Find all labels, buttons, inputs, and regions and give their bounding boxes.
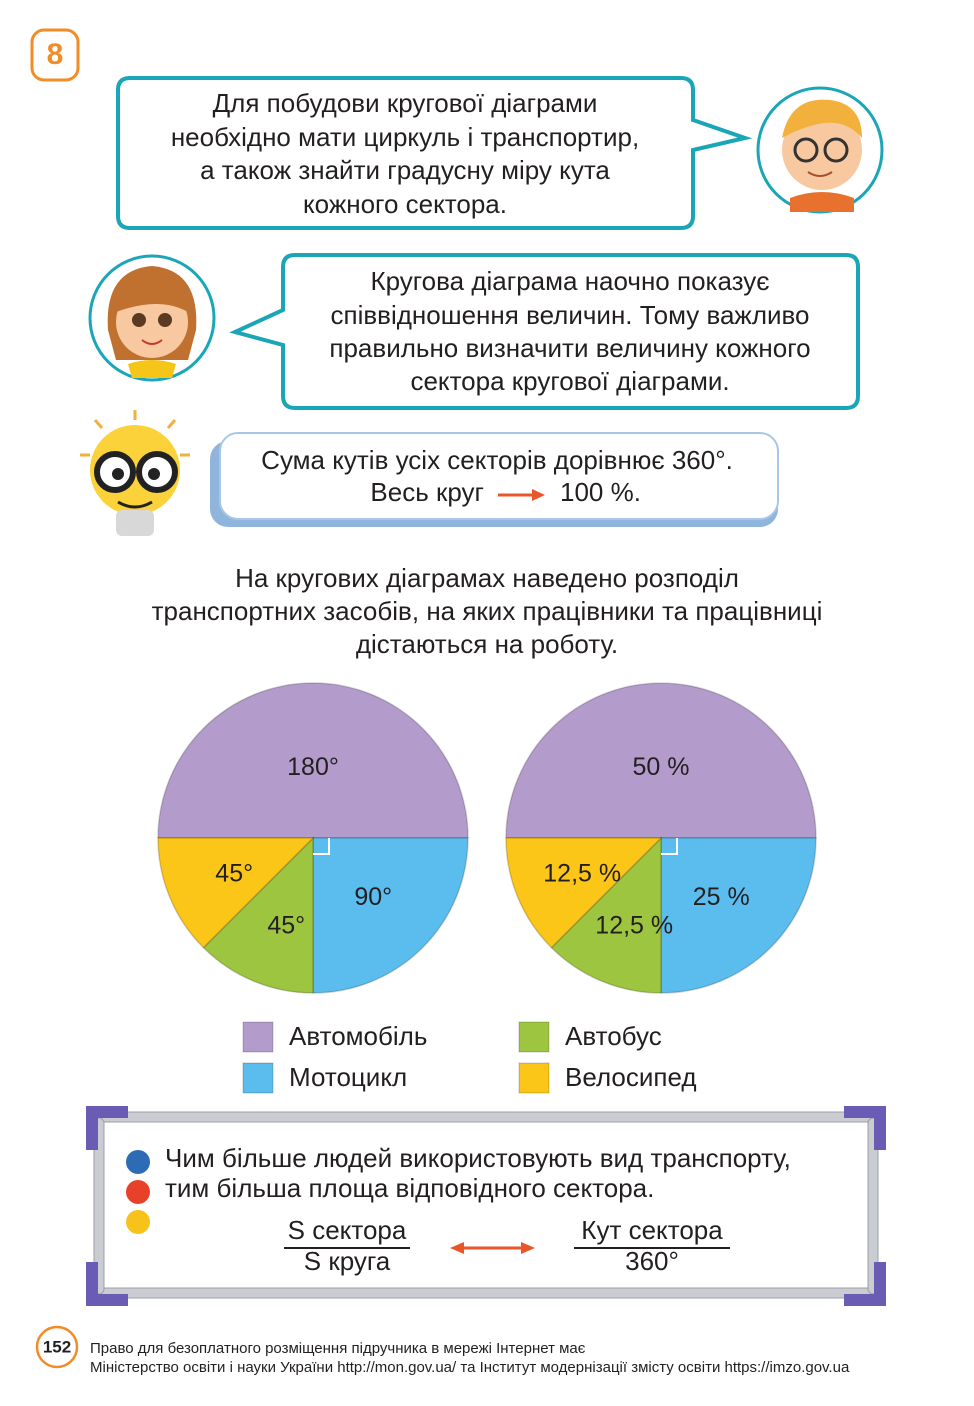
pie-chart: 50 % 25 % 12,5 % 12,5 % <box>505 682 817 994</box>
girl-avatar <box>88 254 216 382</box>
intro-text: На кругових діаграмах наведено розподіл <box>235 563 739 593</box>
right-angle-mark <box>661 838 678 855</box>
tip-text: Сума кутів усіх секторів дорівнює 360°. <box>261 445 733 475</box>
formula-text: S круга <box>304 1246 391 1276</box>
note-frame <box>86 1106 886 1306</box>
legend-label: Автомобіль <box>289 1021 427 1051</box>
pie-slice <box>660 837 817 994</box>
note-text: Чим більше людей використовують вид тран… <box>165 1143 791 1173</box>
slice-label: 90° <box>354 883 392 911</box>
tip-box <box>219 432 779 520</box>
footer-text: Право для безоплатного розміщення підруч… <box>90 1340 586 1357</box>
formula-text: 360° <box>625 1246 679 1276</box>
bubble-text: Для побудови кругової діаграми <box>213 88 598 118</box>
formula-text: S сектора <box>288 1215 407 1245</box>
slice-label: 12,5 % <box>595 911 673 939</box>
intro-text: дістаються на роботу. <box>356 629 618 659</box>
bubble-text: а також знайти градусну міру кута <box>200 155 610 185</box>
right-angle-mark <box>313 838 330 855</box>
bubble-text: сектора кругової діаграми. <box>410 366 729 396</box>
slice-label: 50 % <box>633 753 690 781</box>
pie-slice <box>312 837 469 994</box>
bubble-text: Кругова діаграма наочно показує <box>370 266 769 296</box>
speech-bubble <box>116 76 753 230</box>
page-number-circle <box>35 1325 79 1369</box>
legend-swatch <box>242 1021 274 1053</box>
bubble-text: необхідно мати циркуль і транспортир, <box>171 122 639 152</box>
legend: Автомобіль Мотоцикл Автобус Велосипед <box>242 1021 697 1094</box>
pie-slice <box>505 837 663 949</box>
arrow-head <box>532 489 545 501</box>
bubble-text: кожного сектора. <box>303 189 507 219</box>
bubble-text: співвідношення величин. Тому важливо <box>330 300 809 330</box>
pie-chart: 180° 90° 45° 45° <box>157 682 469 994</box>
page-number: 152 <box>43 1337 71 1356</box>
tip-text: 100 %. <box>560 477 641 507</box>
pie-slice <box>157 837 315 949</box>
pie-slice <box>157 682 469 839</box>
pie-slice <box>202 836 314 994</box>
note-text: тим більша площа відповідного сектора. <box>165 1173 654 1203</box>
pie-slice <box>550 836 662 994</box>
intro-text: транспортних засобів, на яких працівники… <box>152 596 823 626</box>
legend-swatch <box>518 1062 550 1094</box>
legend-label: Мотоцикл <box>289 1062 407 1092</box>
boy-avatar <box>756 86 884 214</box>
task-number: 8 <box>47 38 64 71</box>
slice-label: 45° <box>215 859 253 887</box>
bubble-text: правильно визначити величину кожного <box>329 333 810 363</box>
badge-box <box>30 28 80 82</box>
legend-label: Велосипед <box>565 1062 697 1092</box>
lightbulb <box>80 410 190 536</box>
footer-text: Міністерство освіти і науки України http… <box>90 1359 850 1376</box>
speech-bubble <box>229 253 860 410</box>
legend-swatch <box>518 1021 550 1053</box>
legend-label: Автобус <box>565 1021 662 1051</box>
formula-text: Кут сектора <box>581 1215 723 1245</box>
slice-label: 180° <box>287 753 339 781</box>
slice-label: 45° <box>267 911 305 939</box>
tip-text: Весь круг <box>370 477 484 507</box>
slice-label: 25 % <box>693 883 750 911</box>
pie-slice <box>505 682 817 839</box>
slice-label: 12,5 % <box>543 859 621 887</box>
legend-swatch <box>242 1062 274 1094</box>
charts: 180° 90° 45° 45° 50 % 25 % 12,5 % 12,5 % <box>157 682 817 994</box>
